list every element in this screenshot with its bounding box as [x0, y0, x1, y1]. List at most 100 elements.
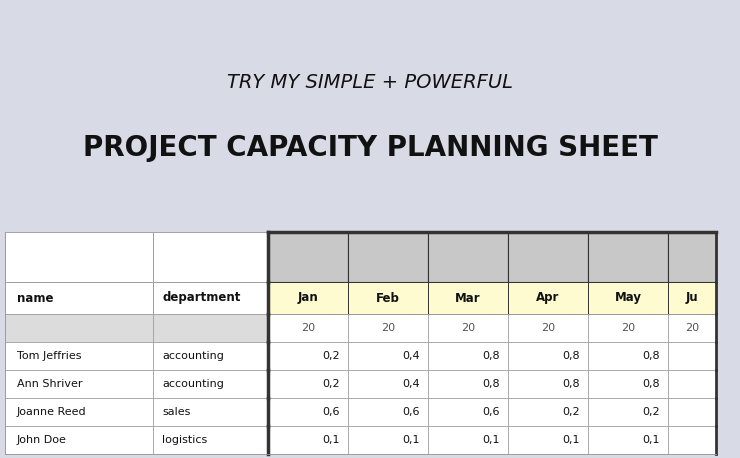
Bar: [348, 314, 428, 342]
Bar: [268, 314, 348, 342]
Text: Jan: Jan: [297, 291, 318, 305]
Bar: [5, 282, 153, 314]
Text: 0,8: 0,8: [642, 351, 660, 361]
Text: May: May: [614, 291, 642, 305]
Bar: [428, 314, 508, 342]
Bar: [153, 282, 268, 314]
Bar: [428, 426, 508, 454]
Bar: [268, 426, 348, 454]
Text: Ju: Ju: [686, 291, 699, 305]
Text: 0,1: 0,1: [482, 435, 500, 445]
Bar: [668, 370, 716, 398]
Bar: [668, 314, 716, 342]
Bar: [153, 370, 268, 398]
Bar: [588, 398, 668, 426]
Text: 20: 20: [685, 323, 699, 333]
Text: Tom Jeffries: Tom Jeffries: [17, 351, 81, 361]
Bar: [268, 232, 348, 282]
Bar: [668, 398, 716, 426]
Text: 0,6: 0,6: [323, 407, 340, 417]
Bar: [588, 370, 668, 398]
Bar: [348, 232, 428, 282]
Bar: [668, 342, 716, 370]
Text: accounting: accounting: [162, 351, 224, 361]
Text: sales: sales: [162, 407, 191, 417]
Text: 0,1: 0,1: [403, 435, 420, 445]
Bar: [5, 370, 153, 398]
Bar: [153, 426, 268, 454]
Bar: [588, 342, 668, 370]
Text: Mar: Mar: [455, 291, 481, 305]
Bar: [588, 232, 668, 282]
Text: 20: 20: [621, 323, 635, 333]
Text: 0,4: 0,4: [403, 379, 420, 389]
Bar: [428, 232, 508, 282]
Text: Ann Shriver: Ann Shriver: [17, 379, 82, 389]
Text: name: name: [17, 291, 53, 305]
Text: 0,8: 0,8: [642, 379, 660, 389]
Bar: [348, 342, 428, 370]
Text: logistics: logistics: [162, 435, 207, 445]
Text: department: department: [162, 291, 240, 305]
Text: 0,2: 0,2: [562, 407, 580, 417]
Bar: [668, 232, 716, 282]
Text: 20: 20: [461, 323, 475, 333]
Bar: [153, 342, 268, 370]
Text: 20: 20: [541, 323, 555, 333]
Bar: [268, 342, 348, 370]
Text: 0,8: 0,8: [562, 379, 580, 389]
Bar: [268, 370, 348, 398]
Text: 0,8: 0,8: [482, 379, 500, 389]
Text: Apr: Apr: [536, 291, 559, 305]
Bar: [588, 282, 668, 314]
Bar: [508, 282, 588, 314]
Bar: [428, 398, 508, 426]
Text: 20: 20: [301, 323, 315, 333]
Bar: [508, 342, 588, 370]
Text: John Doe: John Doe: [17, 435, 67, 445]
Bar: [153, 314, 268, 342]
Bar: [508, 398, 588, 426]
Bar: [153, 398, 268, 426]
Bar: [508, 232, 588, 282]
Bar: [508, 314, 588, 342]
Text: 0,4: 0,4: [403, 351, 420, 361]
Bar: [508, 426, 588, 454]
Bar: [588, 426, 668, 454]
Text: 0,8: 0,8: [482, 351, 500, 361]
Text: 0,1: 0,1: [642, 435, 660, 445]
Text: 0,1: 0,1: [323, 435, 340, 445]
Text: Joanne Reed: Joanne Reed: [17, 407, 87, 417]
Bar: [5, 314, 153, 342]
Text: 0,1: 0,1: [562, 435, 580, 445]
Bar: [508, 370, 588, 398]
Bar: [348, 282, 428, 314]
Text: 20: 20: [381, 323, 395, 333]
Bar: [268, 398, 348, 426]
Bar: [5, 232, 153, 282]
Text: Feb: Feb: [376, 291, 400, 305]
Text: accounting: accounting: [162, 379, 224, 389]
Text: 0,6: 0,6: [482, 407, 500, 417]
Bar: [348, 398, 428, 426]
Bar: [348, 426, 428, 454]
Bar: [428, 342, 508, 370]
Text: 0,2: 0,2: [323, 379, 340, 389]
Bar: [268, 282, 348, 314]
Bar: [428, 282, 508, 314]
Text: PROJECT CAPACITY PLANNING SHEET: PROJECT CAPACITY PLANNING SHEET: [83, 134, 657, 162]
Bar: [153, 232, 268, 282]
Bar: [668, 282, 716, 314]
Bar: [348, 370, 428, 398]
Bar: [5, 426, 153, 454]
Text: 0,2: 0,2: [323, 351, 340, 361]
Bar: [588, 314, 668, 342]
Bar: [5, 398, 153, 426]
Bar: [668, 426, 716, 454]
Bar: [428, 370, 508, 398]
Text: 0,8: 0,8: [562, 351, 580, 361]
Bar: [5, 342, 153, 370]
Text: 0,2: 0,2: [642, 407, 660, 417]
Text: 0,6: 0,6: [403, 407, 420, 417]
Text: TRY MY SIMPLE + POWERFUL: TRY MY SIMPLE + POWERFUL: [227, 73, 513, 93]
